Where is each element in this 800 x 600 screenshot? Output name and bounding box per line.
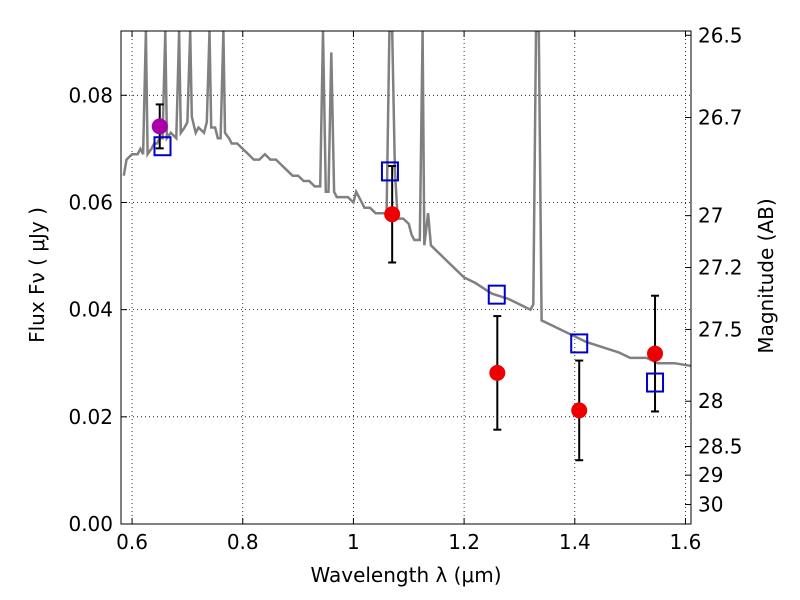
right-tick-label: 28.5 [698, 435, 743, 459]
right-tick-label: 29 [698, 463, 723, 487]
x-tick-label: 1 [347, 530, 360, 554]
observed-photometry-series [151, 118, 664, 419]
right-tick-label: 26.5 [698, 23, 743, 47]
observed-circle-marker [647, 345, 664, 362]
right-tick-label: 27 [698, 204, 723, 228]
right-tick-label: 30 [698, 493, 723, 517]
model-square-marker [570, 333, 589, 354]
model-photometry-series [153, 136, 665, 393]
x-tick-label: 1.2 [448, 530, 480, 554]
model-square-marker [646, 372, 665, 393]
right-tick-label: 27.5 [698, 317, 743, 341]
y-axis-title-right: Magnitude (AB) [754, 198, 778, 353]
axis-ticks: 0.6 0.8 1 1.2 1.4 1.6 0.00 0.02 0.04 0.06 0.08 26.5… [68, 23, 742, 554]
right-tick-label: 28 [698, 389, 723, 413]
x-axis-title: Wavelength λ (μm) [310, 563, 501, 587]
y-tick-label: 0.04 [68, 298, 113, 322]
x-tick-label: 1.6 [670, 530, 702, 554]
x-tick-label: 0.8 [227, 530, 259, 554]
y-tick-label: 0.02 [68, 405, 113, 429]
observed-circle-marker [384, 206, 401, 223]
spectrum-series [122, 31, 691, 368]
observed-circle-marker [151, 118, 168, 135]
model-square-marker [380, 161, 399, 182]
x-tick-label: 0.6 [116, 530, 148, 554]
x-tick-label: 1.4 [559, 530, 591, 554]
observed-circle-marker [571, 402, 588, 419]
right-tick-label: 26.7 [698, 106, 743, 130]
y-tick-label: 0.06 [68, 190, 113, 214]
y-axis-title-left: Flux Fν ( μJy ) [25, 207, 49, 343]
right-tick-label: 27.2 [698, 256, 743, 280]
grid-lines [121, 31, 691, 524]
spectrum-line [122, 31, 691, 368]
y-tick-label: 0.08 [68, 83, 113, 107]
observed-circle-marker [489, 364, 506, 381]
plot-frame [120, 30, 692, 525]
y-tick-label: 0.00 [68, 512, 113, 536]
model-square-marker [153, 136, 172, 157]
model-square-marker [487, 284, 506, 305]
